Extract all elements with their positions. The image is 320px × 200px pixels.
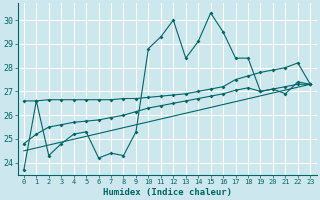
X-axis label: Humidex (Indice chaleur): Humidex (Indice chaleur) xyxy=(103,188,232,197)
